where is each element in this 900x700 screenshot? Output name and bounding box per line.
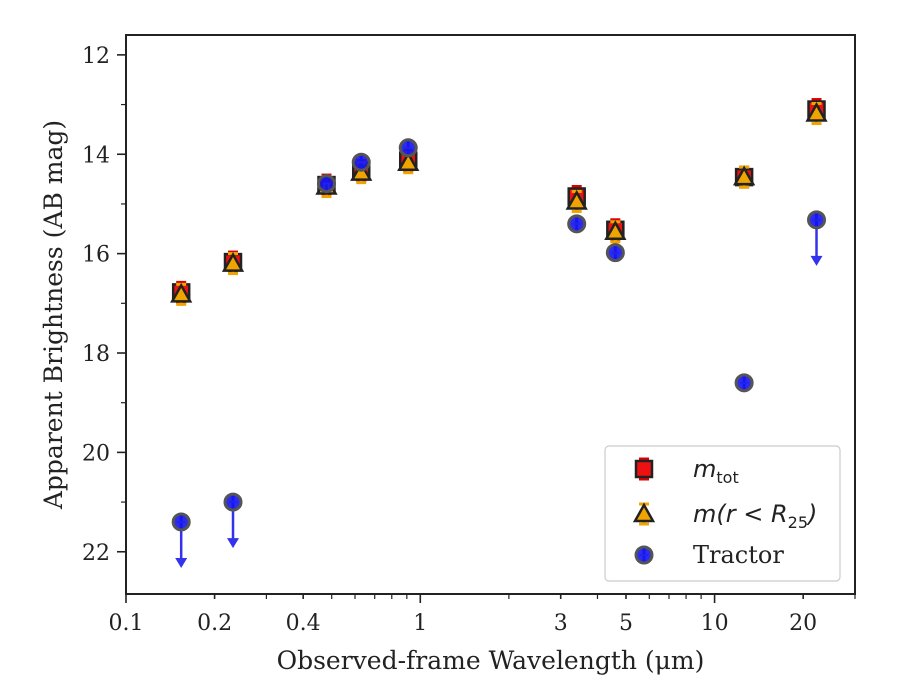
- data-point: [398, 138, 418, 158]
- x-tick-label: 0.4: [286, 611, 321, 636]
- y-tick-label: 16: [82, 243, 110, 268]
- triangle-marker: [565, 189, 588, 210]
- legend-marker: [634, 457, 654, 481]
- y-tick-label: 18: [82, 342, 110, 367]
- y-tick-label: 22: [82, 541, 110, 566]
- legend-marker: [634, 545, 654, 565]
- x-tick-label: 0.1: [109, 611, 144, 636]
- square-marker: [634, 459, 654, 479]
- y-tick-label: 12: [82, 44, 110, 69]
- upper-limit-arrowhead: [175, 557, 188, 568]
- y-tick-label: 20: [82, 441, 110, 466]
- triangle-marker: [397, 151, 420, 171]
- data-point: [807, 210, 827, 230]
- x-tick-label: 5: [619, 611, 633, 636]
- legend-label: mtot: [693, 455, 739, 487]
- x-tick-label: 0.2: [197, 611, 232, 636]
- series-circle: [171, 138, 827, 568]
- triangle-marker: [732, 165, 756, 186]
- triangle-marker: [170, 282, 193, 303]
- data-marks: [170, 98, 828, 568]
- triangle-marker: [805, 101, 828, 122]
- data-point: [565, 189, 588, 213]
- plot-frame: [125, 34, 856, 595]
- data-point: [171, 512, 191, 532]
- legend-label: Tractor: [693, 541, 784, 569]
- x-tick-label: 3: [554, 611, 568, 636]
- data-point: [351, 152, 371, 172]
- data-point: [734, 373, 754, 393]
- triangle-marker: [604, 220, 627, 241]
- data-point: [605, 243, 625, 263]
- axis-ticks: 0.1 0.2 0.4 1 3 5 10 20 12 14 16 18 20 22: [82, 44, 856, 636]
- x-axis-label: Observed-frame Wavelength (μm): [277, 646, 705, 675]
- upper-limit-arrowhead: [227, 538, 240, 549]
- x-tick-label: 20: [789, 611, 817, 636]
- series-square: [171, 98, 826, 304]
- data-point: [223, 492, 243, 512]
- triangle-marker: [221, 252, 245, 272]
- data-point: [221, 252, 245, 276]
- data-point: [732, 165, 756, 189]
- y-tick-label: 14: [82, 143, 110, 168]
- y-axis-label: Apparent Brightness (AB mag): [39, 120, 68, 510]
- legend-marker: [632, 502, 656, 526]
- data-point: [805, 101, 828, 126]
- upper-limit-arrowhead: [810, 255, 823, 266]
- x-tick-label: 1: [413, 611, 427, 636]
- legend-label: m(r < R25): [693, 500, 817, 532]
- triangle-marker: [632, 502, 656, 523]
- data-point: [170, 282, 193, 306]
- x-tick-label: 10: [701, 611, 729, 636]
- data-point: [604, 220, 627, 244]
- data-point: [567, 214, 587, 234]
- data-point: [316, 174, 336, 194]
- legend: mtot m(r < R25) Tractor: [604, 445, 841, 582]
- legend-box: [604, 445, 841, 582]
- series-triangle: [170, 101, 828, 306]
